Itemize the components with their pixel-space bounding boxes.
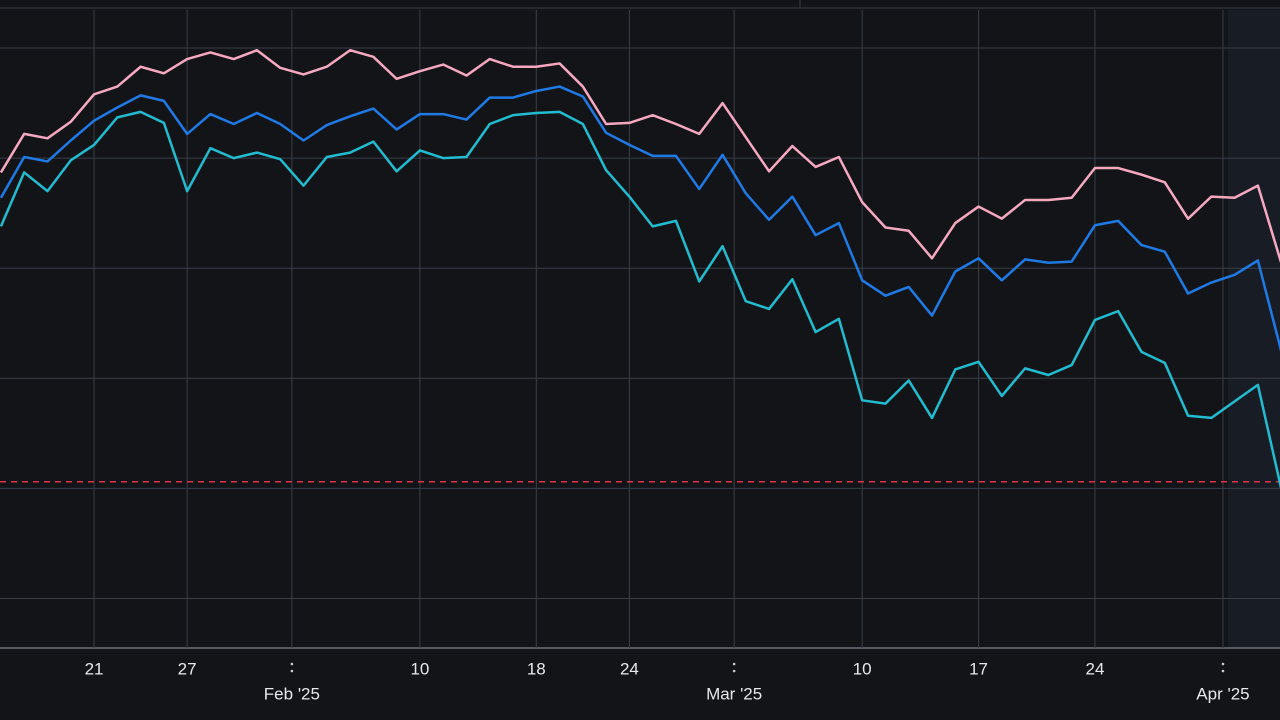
x-tick-label: 17	[969, 659, 988, 678]
month-tick-dot	[1221, 662, 1225, 666]
month-tick-dot	[732, 662, 736, 666]
month-tick-dot	[290, 669, 294, 673]
x-tick-label: 18	[527, 659, 546, 678]
future-zone	[1228, 10, 1280, 648]
month-tick-dot	[732, 669, 736, 673]
x-tick-label: 10	[853, 659, 872, 678]
series-line	[0, 110, 1280, 489]
x-month-label: Mar '25	[706, 684, 762, 703]
x-tick-label: 21	[85, 659, 104, 678]
x-month-label: Feb '25	[264, 684, 320, 703]
month-tick-dot	[1221, 669, 1225, 673]
x-tick-label: 24	[620, 659, 639, 678]
x-month-label: Apr '25	[1196, 684, 1249, 703]
series-line	[0, 85, 1280, 352]
month-tick-dot	[290, 662, 294, 666]
x-tick-label: 24	[1085, 659, 1104, 678]
x-tick-label: 27	[178, 659, 197, 678]
series-line	[0, 48, 1280, 264]
x-tick-label: 10	[410, 659, 429, 678]
